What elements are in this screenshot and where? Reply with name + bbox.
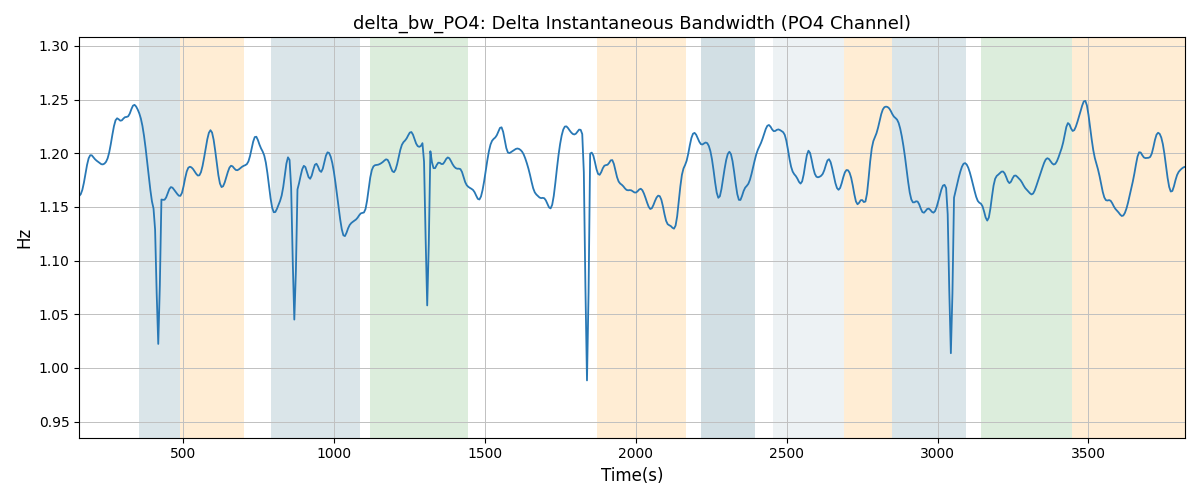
Bar <box>1072 38 1186 438</box>
Bar <box>701 38 755 438</box>
Bar <box>180 38 244 438</box>
Bar <box>773 38 844 438</box>
Bar <box>371 38 468 438</box>
Bar <box>844 38 893 438</box>
Bar <box>139 38 180 438</box>
Bar <box>271 38 360 438</box>
Y-axis label: Hz: Hz <box>14 227 32 248</box>
Title: delta_bw_PO4: Delta Instantaneous Bandwidth (PO4 Channel): delta_bw_PO4: Delta Instantaneous Bandwi… <box>353 15 911 34</box>
Bar <box>982 38 1072 438</box>
Bar <box>893 38 966 438</box>
X-axis label: Time(s): Time(s) <box>601 467 664 485</box>
Bar <box>596 38 685 438</box>
